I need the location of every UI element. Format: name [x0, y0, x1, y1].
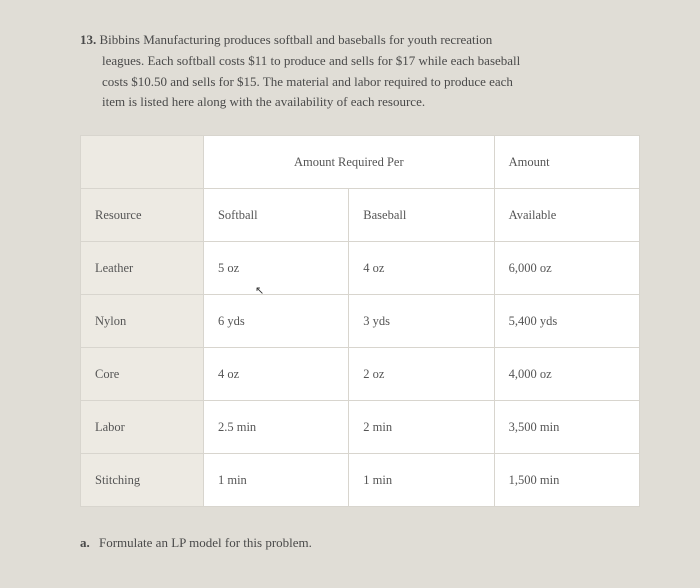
question-line4: item is listed here along with the avail…	[102, 92, 640, 113]
question-line3: costs $10.50 and sells for $15. The mate…	[102, 72, 640, 93]
question-text: 13. Bibbins Manufacturing produces softb…	[80, 30, 640, 113]
header-amount: Amount	[494, 136, 639, 189]
cell-softball: 1 min	[203, 454, 348, 507]
cell-available: 4,000 oz	[494, 348, 639, 401]
table-row: Core 4 oz 2 oz 4,000 oz	[81, 348, 640, 401]
cursor-icon: ↖	[255, 283, 264, 301]
cell-resource: Core	[81, 348, 204, 401]
resource-table: Amount Required Per Amount Resource Soft…	[80, 135, 640, 507]
cell-softball: 2.5 min	[203, 401, 348, 454]
cell-baseball: 4 oz	[349, 242, 494, 295]
question-line1: Bibbins Manufacturing produces softball …	[100, 32, 493, 47]
table-row: Leather 5 oz 4 oz 6,000 oz	[81, 242, 640, 295]
subquestion-text: Formulate an LP model for this problem.	[99, 535, 312, 550]
cell-softball: 4 oz	[203, 348, 348, 401]
cell-softball: 5 oz	[203, 242, 348, 295]
subquestion-label: a.	[80, 535, 90, 550]
cell-baseball: 2 oz	[349, 348, 494, 401]
table-wrapper: Amount Required Per Amount Resource Soft…	[80, 135, 640, 507]
table-row: Nylon 6 yds 3 yds 5,400 yds	[81, 295, 640, 348]
question-line2: leagues. Each softball costs $11 to prod…	[102, 51, 640, 72]
header-available: Available	[494, 189, 639, 242]
cell-softball: 6 yds	[203, 295, 348, 348]
header-amount-required: Amount Required Per	[203, 136, 494, 189]
cell-baseball: 1 min	[349, 454, 494, 507]
cell-resource: Nylon	[81, 295, 204, 348]
cell-resource: Labor	[81, 401, 204, 454]
table-row: Labor 2.5 min 2 min 3,500 min	[81, 401, 640, 454]
header-blank	[81, 136, 204, 189]
cell-available: 6,000 oz	[494, 242, 639, 295]
cell-baseball: 3 yds	[349, 295, 494, 348]
question-number: 13.	[80, 32, 96, 47]
cell-available: 1,500 min	[494, 454, 639, 507]
cell-baseball: 2 min	[349, 401, 494, 454]
cell-available: 3,500 min	[494, 401, 639, 454]
header-baseball: Baseball	[349, 189, 494, 242]
header-softball: Softball	[203, 189, 348, 242]
table-row: Stitching 1 min 1 min 1,500 min	[81, 454, 640, 507]
header-resource: Resource	[81, 189, 204, 242]
cell-available: 5,400 yds	[494, 295, 639, 348]
cell-resource: Leather	[81, 242, 204, 295]
subquestion: a. Formulate an LP model for this proble…	[80, 533, 640, 554]
cell-resource: Stitching	[81, 454, 204, 507]
